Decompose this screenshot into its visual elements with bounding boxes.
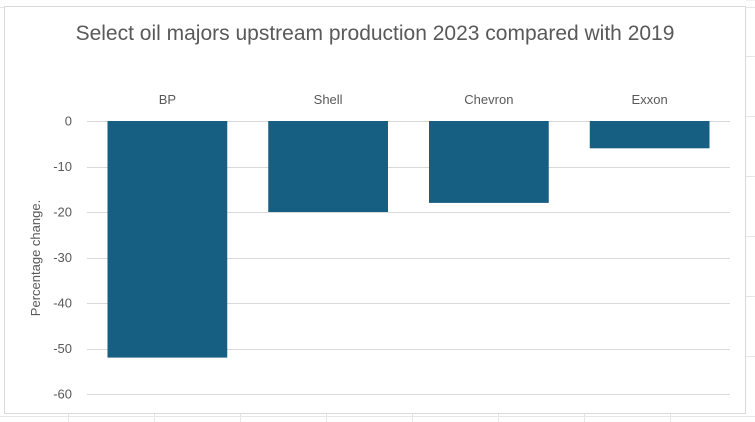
category-label: Shell bbox=[314, 92, 343, 107]
y-tick-label: -10 bbox=[53, 159, 72, 174]
category-label: BP bbox=[159, 92, 176, 107]
y-tick-label: -20 bbox=[53, 205, 72, 220]
category-label: Exxon bbox=[632, 92, 668, 107]
bar-bp[interactable] bbox=[107, 121, 227, 358]
bar-shell[interactable] bbox=[268, 121, 388, 212]
y-tick-labels: 0 -10 -20 -30 -40 -50 -60 bbox=[53, 114, 72, 402]
category-labels: BP Shell Chevron Exxon bbox=[159, 92, 668, 107]
bars bbox=[107, 121, 709, 358]
y-axis-label: Percentage change. bbox=[28, 200, 43, 316]
bar-chart-plot: 0-10-20-30-40-50-60 BP Shell Chevron Exxon … bbox=[0, 0, 755, 422]
y-tick-label: -50 bbox=[53, 341, 72, 356]
category-label: Chevron bbox=[464, 92, 513, 107]
bar-exxon[interactable] bbox=[590, 121, 710, 148]
y-tick-label: 0 bbox=[65, 114, 72, 129]
y-tick-label: -60 bbox=[53, 387, 72, 402]
y-tick-label: -30 bbox=[53, 250, 72, 265]
y-tick-label: -40 bbox=[53, 296, 72, 311]
bar-chevron[interactable] bbox=[429, 121, 549, 203]
